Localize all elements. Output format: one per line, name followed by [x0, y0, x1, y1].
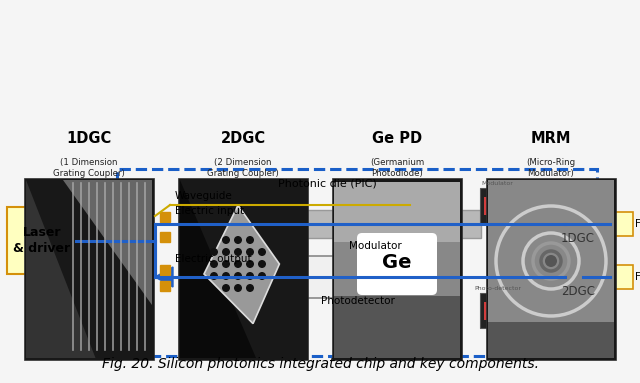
- Text: Electric output: Electric output: [175, 254, 252, 264]
- Circle shape: [258, 272, 266, 280]
- Circle shape: [246, 236, 254, 244]
- Polygon shape: [26, 180, 95, 358]
- Bar: [488, 322, 614, 358]
- Bar: [486, 178, 616, 360]
- Bar: [178, 178, 308, 360]
- FancyBboxPatch shape: [609, 265, 633, 289]
- Circle shape: [258, 260, 266, 268]
- Text: 2DGC: 2DGC: [561, 285, 595, 298]
- Text: Modulator: Modulator: [481, 181, 513, 186]
- Circle shape: [210, 272, 218, 280]
- Text: Ge: Ge: [382, 252, 412, 272]
- Text: Ge PD: Ge PD: [372, 131, 422, 146]
- Circle shape: [234, 272, 242, 280]
- Text: Photodetector: Photodetector: [321, 296, 394, 306]
- Polygon shape: [204, 205, 280, 324]
- Bar: [160, 232, 170, 242]
- Circle shape: [258, 248, 266, 256]
- Circle shape: [234, 260, 242, 268]
- Bar: [491, 197, 496, 215]
- Text: Electric input: Electric input: [175, 206, 244, 216]
- Bar: [24, 178, 154, 360]
- Circle shape: [234, 248, 242, 256]
- Text: Fiber in: Fiber in: [635, 272, 640, 282]
- Text: MRM: MRM: [531, 131, 572, 146]
- Circle shape: [246, 272, 254, 280]
- Text: Fiber out: Fiber out: [635, 219, 640, 229]
- Circle shape: [246, 260, 254, 268]
- Bar: [334, 242, 460, 296]
- Bar: [332, 178, 462, 360]
- Text: Photo-detector: Photo-detector: [474, 286, 521, 291]
- Circle shape: [222, 248, 230, 256]
- Polygon shape: [155, 267, 173, 287]
- Circle shape: [246, 284, 254, 292]
- Text: Fig. 20. Silicon photonics integrated chip and key components.: Fig. 20. Silicon photonics integrated ch…: [102, 357, 538, 371]
- Bar: [484, 302, 489, 320]
- Bar: [505, 302, 510, 320]
- Bar: [160, 212, 170, 222]
- FancyBboxPatch shape: [609, 212, 633, 236]
- Circle shape: [210, 248, 218, 256]
- Polygon shape: [63, 180, 152, 305]
- Bar: [160, 265, 170, 275]
- Text: Modulator: Modulator: [349, 241, 401, 251]
- Bar: [160, 281, 170, 291]
- Circle shape: [210, 260, 218, 268]
- Text: (2 Dimension
Grating Coupler): (2 Dimension Grating Coupler): [207, 158, 279, 178]
- Circle shape: [222, 260, 230, 268]
- Text: (Micro-Ring
Modulator): (Micro-Ring Modulator): [527, 158, 575, 178]
- Text: 2DGC: 2DGC: [220, 131, 266, 146]
- Text: (1 Dimension
Grating Coupler): (1 Dimension Grating Coupler): [53, 158, 125, 178]
- FancyBboxPatch shape: [269, 210, 481, 238]
- Circle shape: [234, 236, 242, 244]
- Text: (Germanium
Photodiode): (Germanium Photodiode): [370, 158, 424, 178]
- Circle shape: [246, 248, 254, 256]
- Bar: [488, 180, 614, 358]
- Text: Waveguide: Waveguide: [175, 191, 233, 201]
- Bar: [480, 188, 515, 223]
- Circle shape: [545, 255, 557, 267]
- Text: Photonic die (PIC): Photonic die (PIC): [278, 178, 376, 188]
- Bar: [334, 294, 460, 358]
- FancyBboxPatch shape: [7, 207, 77, 274]
- Bar: [491, 302, 496, 320]
- Polygon shape: [565, 267, 583, 287]
- Circle shape: [222, 272, 230, 280]
- Bar: [484, 197, 489, 215]
- Polygon shape: [180, 180, 256, 358]
- Circle shape: [234, 284, 242, 292]
- Bar: [505, 197, 510, 215]
- Text: Laser
& driver: Laser & driver: [13, 226, 70, 254]
- FancyBboxPatch shape: [357, 233, 437, 295]
- Circle shape: [222, 236, 230, 244]
- Bar: [498, 302, 503, 320]
- Bar: [498, 197, 503, 215]
- FancyBboxPatch shape: [264, 256, 451, 298]
- Text: 1DGC: 1DGC: [561, 232, 595, 245]
- Bar: [334, 182, 460, 242]
- Circle shape: [222, 284, 230, 292]
- Text: 1DGC: 1DGC: [67, 131, 111, 146]
- Polygon shape: [547, 214, 565, 234]
- Bar: [480, 293, 515, 328]
